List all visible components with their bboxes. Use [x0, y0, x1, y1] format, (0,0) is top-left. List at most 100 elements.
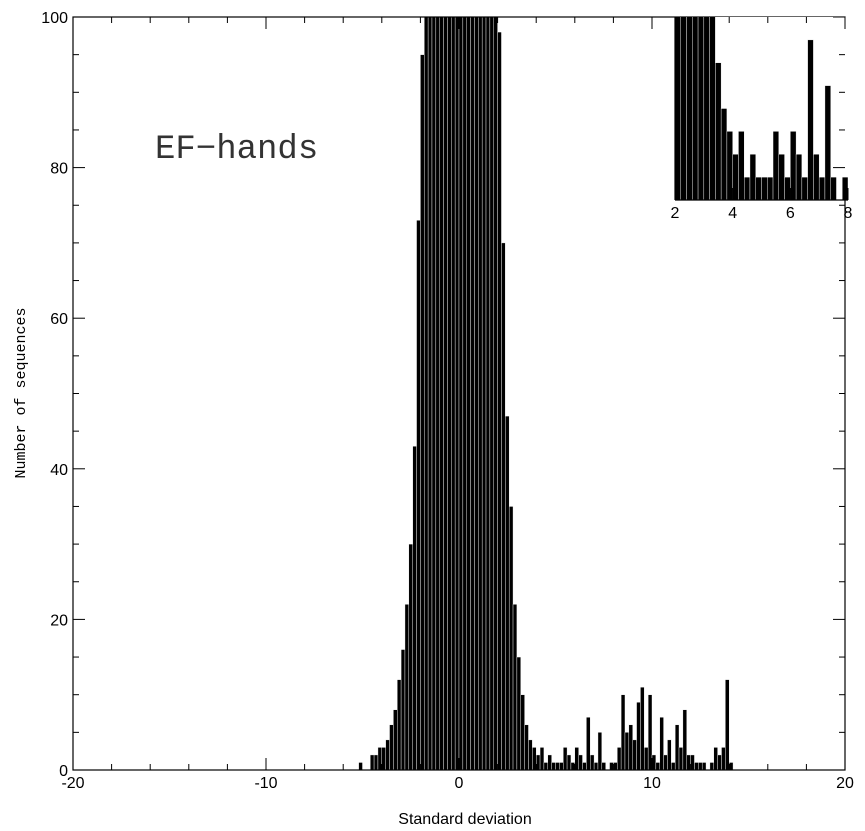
bar: [690, 754, 695, 770]
bar: [842, 176, 848, 200]
y-tick-label: 20: [50, 612, 68, 629]
bar: [431, 17, 437, 770]
x-tick-label: 10: [643, 775, 661, 792]
x-axis-label: Standard deviation: [398, 811, 531, 828]
bar: [678, 747, 684, 770]
bar: [713, 747, 718, 770]
bar: [416, 220, 421, 770]
bar: [370, 754, 375, 770]
bar: [813, 154, 820, 200]
x-tick-label: 2: [671, 205, 680, 222]
bar: [489, 17, 494, 770]
bar: [732, 154, 739, 200]
bar: [578, 754, 583, 770]
bar: [559, 762, 564, 770]
bar: [528, 739, 533, 770]
bar: [582, 762, 587, 770]
bar: [655, 762, 660, 770]
bar: [466, 17, 471, 770]
bar: [516, 656, 521, 770]
x-tick-label: -20: [61, 775, 84, 792]
bar: [698, 762, 703, 770]
bar: [389, 724, 394, 770]
bar: [726, 131, 733, 200]
bar: [744, 176, 751, 200]
bar: [412, 446, 417, 770]
bar: [590, 754, 595, 770]
bar: [703, 17, 710, 200]
bar: [481, 17, 487, 770]
bar: [570, 762, 576, 770]
bar: [373, 754, 379, 770]
bar: [692, 17, 699, 200]
bar: [830, 176, 837, 200]
bar: [824, 85, 831, 200]
x-tick-label: 8: [844, 205, 853, 222]
bar: [720, 108, 728, 200]
bar: [755, 176, 762, 200]
bar: [512, 604, 518, 770]
bar: [478, 17, 483, 770]
bar: [697, 17, 705, 200]
bar: [795, 154, 803, 200]
bar: [674, 724, 680, 770]
bar: [601, 762, 606, 770]
bar: [680, 17, 687, 200]
bar: [424, 17, 429, 770]
y-tick-label: 0: [59, 763, 68, 780]
bar: [451, 17, 456, 770]
bar: [485, 17, 491, 770]
bar: [620, 694, 626, 770]
bar: [501, 242, 506, 770]
bar: [458, 17, 464, 770]
bar: [551, 762, 556, 770]
bar: [385, 739, 390, 770]
bar: [749, 154, 756, 200]
bar: [408, 543, 413, 770]
bar: [435, 17, 440, 770]
bar: [682, 709, 687, 770]
bar: [801, 176, 808, 200]
bar: [520, 694, 525, 770]
bar: [644, 747, 649, 770]
bar: [632, 739, 637, 770]
bar: [772, 131, 779, 200]
bar: [784, 176, 791, 200]
bar: [443, 17, 448, 770]
bar: [818, 176, 826, 200]
bar: [393, 709, 398, 770]
bar: [470, 17, 475, 770]
bar: [767, 176, 774, 200]
bar: [566, 754, 572, 770]
bar: [563, 747, 568, 770]
bar: [790, 131, 797, 200]
bar: [381, 747, 386, 770]
bar: [671, 762, 676, 770]
bar: [717, 754, 722, 770]
bar: [420, 54, 425, 770]
bar: [508, 506, 514, 770]
bar: [358, 762, 363, 770]
bar: [624, 732, 630, 770]
bar: [761, 176, 768, 200]
bar: [640, 686, 645, 770]
bar: [636, 702, 641, 770]
bar: [474, 17, 479, 770]
plot-area: [358, 17, 734, 770]
inset-plot-area: [675, 17, 848, 200]
bar: [667, 739, 672, 770]
bar: [524, 724, 529, 770]
bar: [532, 747, 537, 770]
y-tick-label: 80: [50, 161, 68, 178]
bar: [400, 649, 406, 770]
y-tick-label: 40: [50, 462, 68, 479]
bar: [586, 717, 591, 770]
bar: [686, 754, 691, 770]
bar: [613, 762, 618, 770]
annotation: EF−hands: [155, 131, 318, 169]
bar: [536, 754, 541, 770]
y-axis-label: Number of sequences: [13, 307, 30, 478]
bar: [462, 17, 467, 770]
bar: [729, 762, 734, 770]
bar: [377, 747, 383, 770]
